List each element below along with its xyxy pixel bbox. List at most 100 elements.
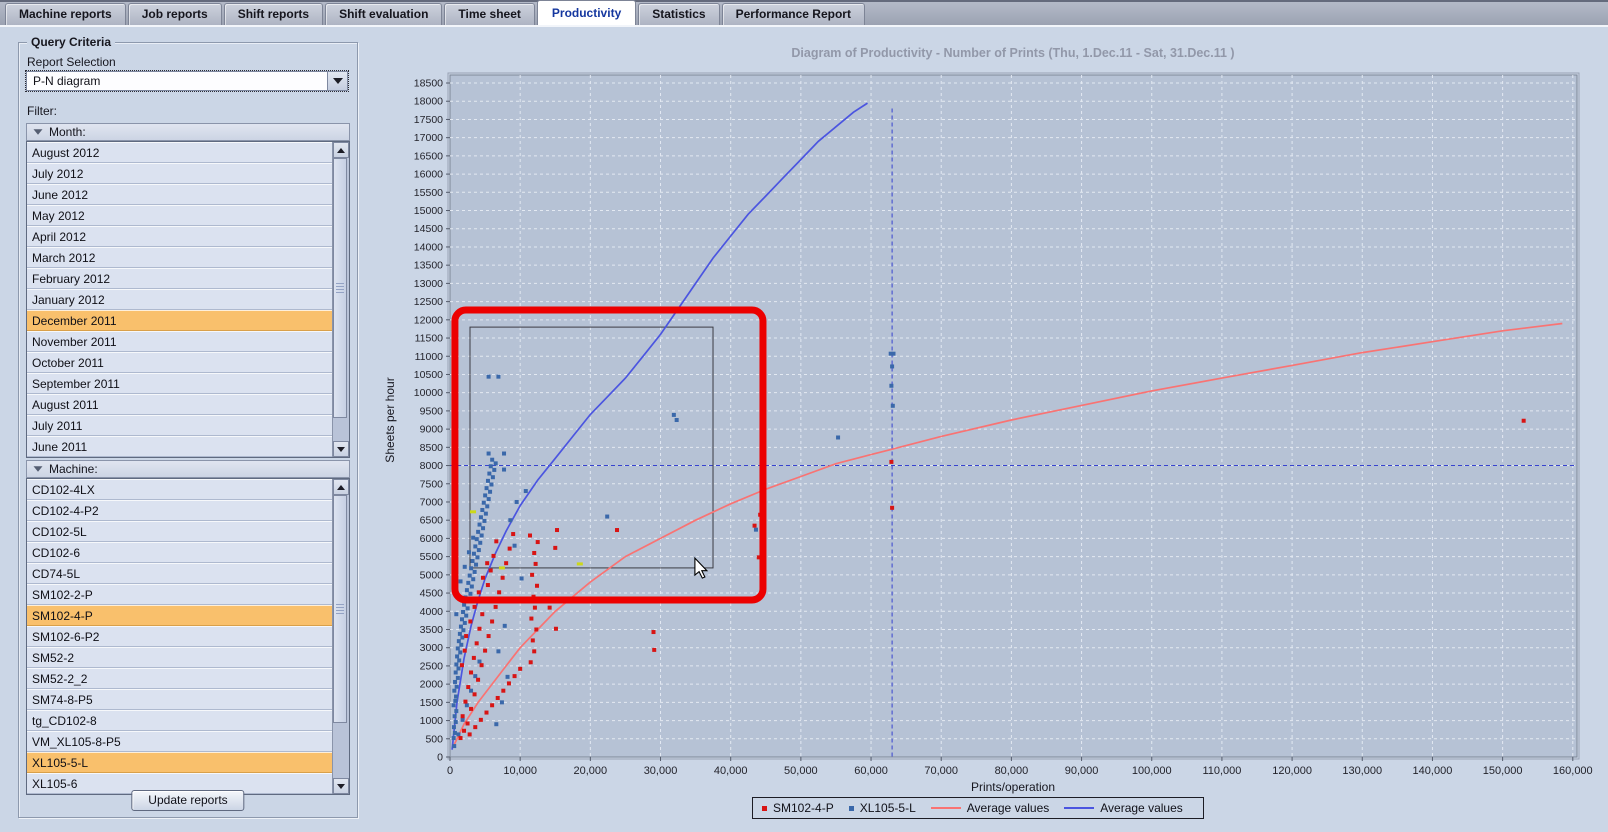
scatter-point-xl105-5-l: [512, 543, 517, 548]
productivity-chart: 0 500 1000 1500 2000 2500 3000 3500 4000 4500 5000…: [380, 34, 1608, 832]
machine-item-sm74-8-p5[interactable]: SM74-8-P5: [27, 689, 332, 710]
scroll-up-button[interactable]: [333, 479, 349, 495]
scatter-point-xl105-5-l: [502, 451, 507, 456]
scatter-point-xl105-5-l: [485, 504, 490, 509]
machine-item-cd102-4lx[interactable]: CD102-4LX: [27, 479, 332, 500]
scatter-point-sm102-4-p: [484, 710, 489, 715]
scatter-point-xl105-5-l: [457, 631, 462, 636]
scatter-point-xl105-5-l: [480, 507, 485, 512]
scroll-down-button[interactable]: [333, 778, 349, 794]
scrollbar-thumb[interactable]: [333, 158, 347, 418]
scatter-point-sm102-4-p: [479, 663, 484, 668]
filter-label: Filter:: [27, 104, 57, 118]
query-criteria-panel: Query Criteria Report Selection P-N diag…: [18, 35, 358, 818]
machine-item-xl105-5-l[interactable]: XL105-5-L: [27, 752, 332, 773]
scatter-point-sm102-4-p: [501, 688, 506, 693]
scatter-point-sm102-4-p: [495, 695, 500, 700]
scrollbar-thumb[interactable]: [333, 495, 347, 723]
month-item-january-2012[interactable]: January 2012: [27, 289, 332, 310]
machine-item-sm52-2-2[interactable]: SM52-2_2: [27, 668, 332, 689]
tab-productivity[interactable]: Productivity: [536, 0, 637, 25]
scatter-point-sm102-4-p: [485, 583, 490, 588]
machine-item-vm-xl105-8-p5[interactable]: VM_XL105-8-P5: [27, 731, 332, 752]
machine-item-tg-cd102-8[interactable]: tg_CD102-8: [27, 710, 332, 731]
tab-statistics[interactable]: Statistics: [638, 3, 720, 25]
scatter-point-sm102-4-p: [497, 590, 502, 595]
machine-item-sm102-2-p[interactable]: SM102-2-P: [27, 584, 332, 605]
scatter-point-xl105-5-l: [464, 613, 469, 618]
x-tick-label: 70,000: [924, 765, 958, 777]
arrow-down-icon: [337, 446, 345, 452]
scatter-point-sm102-4-p: [471, 655, 476, 660]
zoom-selection-rect[interactable]: [469, 326, 714, 569]
report-selection-value: P-N diagram: [33, 74, 101, 88]
legend-item-xl105-5-l: XL105-5-L: [848, 801, 916, 815]
machine-item-sm102-4-p[interactable]: SM102-4-P: [27, 605, 332, 626]
month-item-october-2011[interactable]: October 2011: [27, 352, 332, 373]
machine-item-cd102-6[interactable]: CD102-6: [27, 542, 332, 563]
average-curve-blue: [451, 102, 868, 750]
legend-line-swatch: [1064, 807, 1095, 809]
legend-point-swatch: [848, 805, 854, 811]
query-criteria-title: Query Criteria: [27, 35, 116, 49]
report-selection-dropdown[interactable]: P-N diagram: [25, 70, 349, 92]
y-tick-label: 6000: [420, 533, 444, 545]
machine-item-cd102-5l[interactable]: CD102-5L: [27, 521, 332, 542]
tab-job-reports[interactable]: Job reports: [127, 3, 222, 25]
scatter-point-sm102-4-p: [486, 634, 491, 639]
scatter-point-xl105-5-l: [471, 535, 476, 540]
machine-item-sm52-2[interactable]: SM52-2: [27, 647, 332, 668]
month-item-july-2011[interactable]: July 2011: [27, 415, 332, 436]
y-tick-label: 10000: [414, 387, 443, 399]
month-item-february-2012[interactable]: February 2012: [27, 268, 332, 289]
month-item-july-2012[interactable]: July 2012: [27, 163, 332, 184]
y-tick-label: 9000: [420, 424, 444, 436]
scatter-point-sm102-4-p: [555, 528, 560, 533]
scroll-up-button[interactable]: [333, 142, 349, 158]
selection-mark: [470, 510, 477, 514]
scrollbar-track[interactable]: [333, 495, 349, 778]
dropdown-arrow-button[interactable]: [327, 72, 347, 90]
tab-shift-evaluation[interactable]: Shift evaluation: [325, 3, 443, 25]
y-tick-label: 11000: [415, 351, 444, 363]
tab-shift-reports[interactable]: Shift reports: [223, 3, 324, 25]
machine-list-scrollbar[interactable]: [332, 479, 349, 794]
month-item-april-2012[interactable]: April 2012: [27, 226, 332, 247]
plot-area[interactable]: [449, 74, 1578, 758]
scatter-point-xl105-5-l: [457, 658, 462, 663]
y-tick-label: 7000: [420, 496, 444, 508]
scatter-point-sm102-4-p: [752, 523, 757, 528]
scatter-point-sm102-4-p: [466, 685, 471, 690]
month-list-scrollbar[interactable]: [332, 142, 349, 457]
scatter-point-sm102-4-p: [529, 616, 534, 621]
month-item-august-2012[interactable]: August 2012: [27, 142, 332, 163]
scatter-point-sm102-4-p: [464, 634, 469, 639]
month-item-may-2012[interactable]: May 2012: [27, 205, 332, 226]
month-item-march-2012[interactable]: March 2012: [27, 247, 332, 268]
machine-section-header[interactable]: Machine:: [26, 460, 350, 478]
y-tick-label: 13500: [414, 260, 443, 272]
month-item-june-2012[interactable]: June 2012: [27, 184, 332, 205]
x-tick-label: 30,000: [644, 765, 678, 777]
scatter-point-sm102-4-p: [532, 550, 537, 555]
scatter-point-xl105-5-l: [474, 537, 479, 542]
month-item-august-2011[interactable]: August 2011: [27, 394, 332, 415]
scatter-point-sm102-4-p: [534, 627, 539, 632]
scrollbar-track[interactable]: [333, 158, 349, 441]
scatter-point-xl105-5-l: [466, 550, 471, 555]
tab-machine-reports[interactable]: Machine reports: [5, 3, 126, 25]
month-item-november-2011[interactable]: November 2011: [27, 331, 332, 352]
machine-item-sm102-6-p2[interactable]: SM102-6-P2: [27, 626, 332, 647]
scroll-down-button[interactable]: [333, 441, 349, 457]
month-section-header[interactable]: Month:: [26, 123, 350, 141]
month-item-june-2011[interactable]: June 2011: [27, 436, 332, 457]
month-item-december-2011[interactable]: December 2011: [27, 310, 332, 331]
legend-label: SM102-4-P: [773, 801, 834, 815]
machine-item-cd102-4-p2[interactable]: CD102-4-P2: [27, 500, 332, 521]
tab-performance-report[interactable]: Performance Report: [721, 3, 865, 25]
machine-item-cd74-5l[interactable]: CD74-5L: [27, 563, 332, 584]
update-reports-button[interactable]: Update reports: [131, 790, 245, 811]
scatter-point-xl105-5-l: [519, 576, 524, 581]
month-item-september-2011[interactable]: September 2011: [27, 373, 332, 394]
tab-time-sheet[interactable]: Time sheet: [444, 3, 535, 25]
